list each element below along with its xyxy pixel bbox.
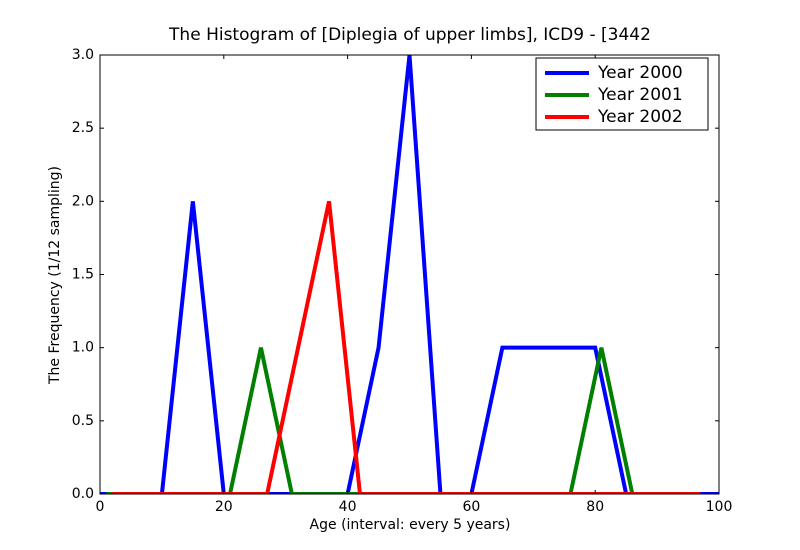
x-tick-label: 60	[462, 499, 480, 515]
series-line	[100, 55, 719, 494]
y-tick-label: 2.5	[72, 120, 94, 136]
legend-label: Year 2001	[597, 85, 683, 105]
y-tick-label: 3.0	[72, 47, 94, 63]
y-tick-label: 1.5	[72, 267, 94, 283]
y-tick-label: 1.0	[72, 340, 94, 356]
y-tick-label: 0.5	[72, 413, 94, 429]
y-tick-label: 2.0	[72, 193, 94, 209]
x-tick-label: 0	[96, 499, 105, 515]
x-tick-label: 80	[586, 499, 604, 515]
chart-title: The Histogram of [Diplegia of upper limb…	[168, 25, 651, 45]
y-tick-label: 0.0	[72, 486, 94, 502]
series-line	[106, 347, 695, 494]
x-axis-label: Age (interval: every 5 years)	[310, 517, 511, 533]
legend-label: Year 2000	[597, 63, 683, 83]
x-tick-label: 40	[339, 499, 357, 515]
y-axis-label: The Frequency (1/12 sampling)	[47, 166, 63, 385]
legend-label: Year 2002	[597, 107, 683, 127]
x-tick-label: 20	[215, 499, 233, 515]
x-tick-label: 100	[706, 499, 733, 515]
